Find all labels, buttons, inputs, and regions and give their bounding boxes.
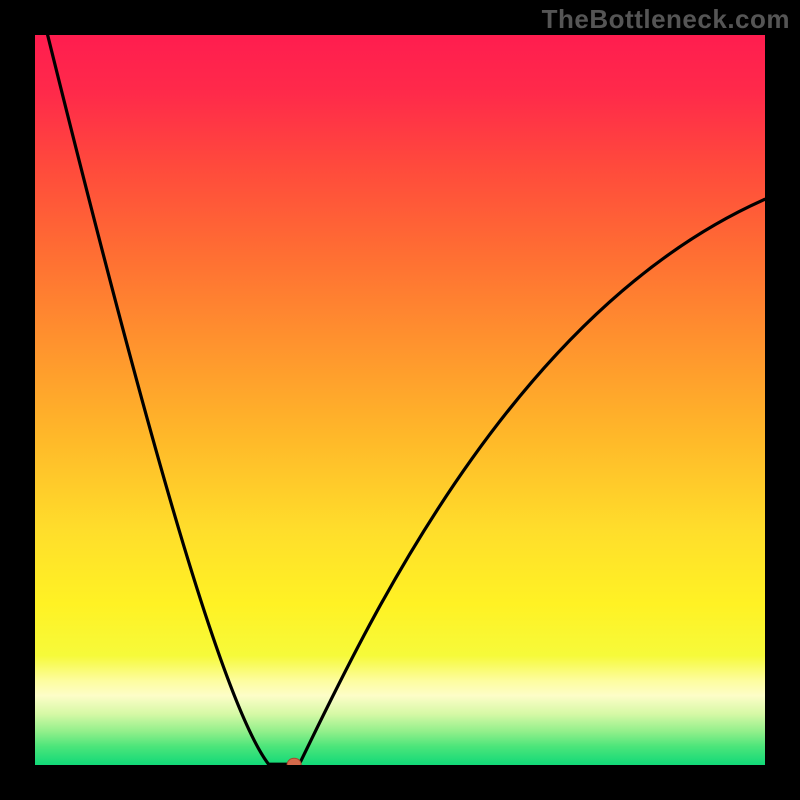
watermark-text: TheBottleneck.com bbox=[542, 4, 790, 35]
stage: TheBottleneck.com bbox=[0, 0, 800, 800]
gradient-background bbox=[35, 35, 765, 765]
plot-area bbox=[35, 0, 765, 770]
chart-canvas bbox=[0, 0, 800, 800]
